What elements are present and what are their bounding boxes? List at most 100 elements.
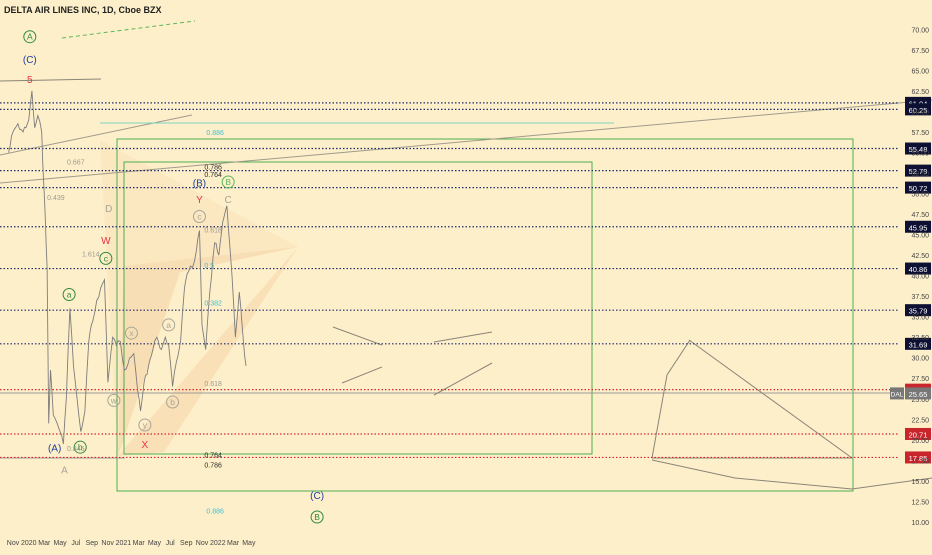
wave-label: D (105, 204, 112, 215)
y-tick-label: 32.50 (911, 335, 929, 342)
wave-label-circle (166, 395, 180, 409)
harmonic-pattern-fill (118, 247, 298, 456)
fib-label: 0.845 (67, 446, 85, 453)
trend-line (0, 78, 102, 82)
symbol-tag (890, 387, 904, 400)
fib-label: 1.614 (82, 251, 100, 258)
x-tick-label: Sep (86, 540, 99, 547)
fib-label: 0.5 (204, 263, 214, 270)
x-tick-label: Jul (166, 540, 175, 547)
level-price-tag (905, 304, 931, 317)
wave-label-circle (73, 440, 87, 454)
wave-label: c (104, 253, 109, 263)
wave-label: X (142, 440, 149, 451)
wave-label: (B) (193, 178, 206, 189)
level-price-label: 55.48 (909, 145, 928, 154)
y-tick-label: 60.00 (911, 109, 929, 116)
trend-line (61, 20, 196, 39)
wave-label: A (61, 466, 68, 477)
x-tick-label: Nov (101, 540, 114, 547)
y-tick-label: 10.00 (911, 520, 929, 527)
wave-label: a (166, 320, 171, 330)
level-price-tag (905, 181, 931, 194)
fib-label: 0.618 (204, 381, 222, 388)
horizontal-levels (0, 102, 898, 459)
level-price-label: 31.69 (909, 340, 928, 349)
price-line (8, 90, 247, 444)
harmonic-pattern-fill (118, 247, 298, 456)
level-price-tag (905, 451, 931, 464)
fib-label: 0.667 (67, 159, 85, 166)
level-price-label: 50.72 (909, 184, 928, 193)
wave-label: (C) (23, 55, 37, 66)
x-tick-label: Mar (38, 540, 51, 547)
y-tick-label: 30.00 (911, 356, 929, 363)
x-tick-label: May (242, 540, 256, 547)
y-tick-label: 15.00 (911, 479, 929, 486)
fib-label: 0.764 (204, 453, 222, 460)
x-tick-label: Nov (196, 540, 209, 547)
wave-label: b (78, 442, 83, 452)
wave-label: a (67, 289, 72, 299)
y-tick-label: 37.50 (911, 294, 929, 301)
wave-label: C (225, 195, 232, 206)
wave-label: (C) (310, 491, 324, 502)
fib-label: 0.439 (47, 195, 65, 202)
wave-label-circle (99, 251, 113, 265)
wave-label: (A) (48, 444, 61, 455)
wave-label: 5 (27, 75, 33, 86)
level-price-label: 40.86 (909, 265, 928, 274)
wave-label-circle (124, 326, 138, 340)
y-tick-label: 50.00 (911, 192, 929, 199)
y-tick-label: 12.50 (911, 499, 929, 506)
x-tick-label: Mar (227, 540, 240, 547)
triangle-line (332, 326, 383, 346)
harmonic-pattern-fill (100, 140, 298, 456)
level-price-label: 17.85 (909, 454, 928, 463)
y-tick-label: 70.00 (911, 27, 929, 34)
y-tick-label: 57.50 (911, 130, 929, 137)
wave-label: A (27, 32, 33, 42)
green-range-box (116, 138, 854, 492)
level-price-tag (905, 142, 931, 155)
y-tick-label: 65.00 (911, 68, 929, 75)
level-price-tag (905, 103, 931, 116)
last-price-label: 25.65 (909, 390, 928, 399)
wave-label-circle (23, 30, 37, 44)
price-axis: 61.0460.2555.4852.7950.7245.9540.8635.79… (890, 27, 931, 527)
wave-label: x (129, 328, 134, 338)
level-price-label: 45.95 (909, 223, 928, 232)
y-tick-label: 35.00 (911, 315, 929, 322)
level-price-tag (905, 220, 931, 233)
fib-label: 0.382 (204, 301, 222, 308)
x-tick-label: May (53, 540, 67, 547)
projection-line (651, 459, 932, 490)
x-tick-label: 2022 (210, 540, 226, 547)
trend-line (0, 99, 932, 184)
x-tick-label: May (148, 540, 162, 547)
x-tick-label: Jul (71, 540, 80, 547)
x-tick-label: 2021 (116, 540, 132, 547)
wave-label: B (225, 177, 231, 187)
fib-label: 0.886 (206, 130, 224, 137)
wave-label-circle (310, 510, 324, 524)
x-tick-label: Mar (133, 540, 146, 547)
y-tick-label: 22.50 (911, 417, 929, 424)
price-series (8, 90, 247, 444)
y-tick-label: 17.50 (911, 458, 929, 465)
fib-label: 0.764 (204, 172, 222, 179)
symbol-label: DAL (891, 391, 904, 398)
x-tick-label: Nov (7, 540, 20, 547)
wave-label-circle (221, 175, 235, 189)
triangle-line (433, 331, 493, 343)
wave-label: w (110, 395, 118, 405)
y-tick-label: 42.50 (911, 253, 929, 260)
chart-title: DELTA AIR LINES INC, 1D, Cboe BZX (4, 5, 162, 15)
level-price-tag (905, 262, 931, 275)
level-price-label: 52.79 (909, 167, 928, 176)
y-tick-label: 67.50 (911, 48, 929, 55)
fib-labels: 0.8860.7860.7640.6180.50.3820.6180.7640.… (47, 130, 224, 515)
